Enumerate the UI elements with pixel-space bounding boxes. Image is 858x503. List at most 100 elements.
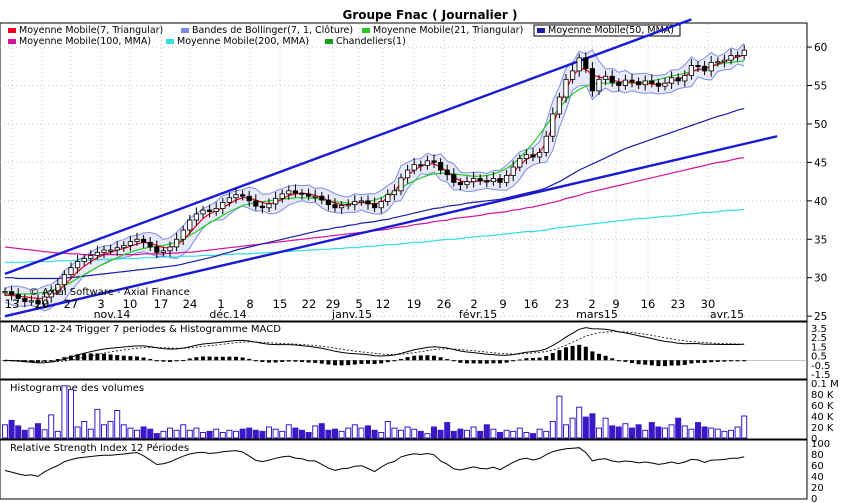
candle-body bbox=[2, 291, 8, 294]
x-day-label: 15 bbox=[273, 297, 288, 311]
legend-label: Bandes de Bollinger(7, 1, Clôture) bbox=[192, 25, 353, 36]
candlestick bbox=[576, 53, 582, 77]
macd-histogram-bar bbox=[108, 354, 113, 361]
candlestick bbox=[490, 172, 497, 186]
macd-histogram-bar bbox=[583, 346, 588, 361]
volume-bar bbox=[582, 416, 589, 439]
candlestick bbox=[682, 70, 688, 87]
legend: Moyenne Mobile(7, Triangular) Bandes de B… bbox=[8, 24, 681, 47]
volume-bar bbox=[615, 426, 622, 439]
lower-trend-line bbox=[4, 135, 778, 318]
candlestick bbox=[616, 78, 622, 92]
volume-bar bbox=[675, 417, 682, 439]
macd-histogram-bar bbox=[95, 353, 100, 361]
volume-bar bbox=[81, 421, 88, 439]
candle-body bbox=[583, 57, 589, 69]
candlestick bbox=[484, 175, 490, 188]
candle-body bbox=[431, 160, 437, 163]
candlestick bbox=[391, 184, 398, 201]
macd-histogram-bar bbox=[682, 360, 687, 365]
x-month-label: déc.14 bbox=[209, 308, 246, 321]
legend-label: Moyenne Mobile(100, MMA) bbox=[19, 36, 151, 47]
candle-body bbox=[325, 199, 332, 206]
x-day-label: 27 bbox=[64, 297, 79, 311]
candle-body bbox=[708, 62, 714, 72]
volume-bars: 0.1 M80 K60 K40 K20 K0 bbox=[2, 379, 839, 445]
x-day-label: 13 bbox=[5, 297, 20, 311]
price-tick-label: 50 bbox=[814, 119, 827, 131]
candlestick bbox=[721, 54, 728, 68]
macd-histogram-bar bbox=[234, 356, 238, 361]
macd-histogram-bar bbox=[438, 357, 443, 361]
macd-histogram-bar bbox=[517, 359, 522, 361]
candlestick bbox=[220, 198, 226, 215]
candlestick bbox=[147, 236, 153, 252]
rsi-pane[interactable] bbox=[0, 439, 808, 500]
candle-body bbox=[457, 181, 464, 186]
legend-label: Moyenne Mobile(7, Triangular) bbox=[19, 25, 163, 36]
volume-bar bbox=[503, 429, 510, 439]
candlestick bbox=[292, 184, 299, 198]
volume-bar bbox=[384, 421, 391, 439]
candlestick bbox=[510, 160, 516, 182]
volume-bar bbox=[378, 432, 385, 439]
candlestick bbox=[503, 170, 510, 187]
candle-body bbox=[81, 258, 87, 262]
rsi-tick-label: 0 bbox=[811, 494, 817, 503]
candle-body bbox=[127, 241, 133, 246]
chart-title: Groupe Fnac ( Journalier ) bbox=[342, 8, 517, 22]
volume-bar bbox=[655, 426, 662, 439]
candlestick bbox=[15, 288, 21, 303]
macd-histogram-bar bbox=[669, 360, 674, 366]
candle-body bbox=[220, 201, 226, 209]
candlestick bbox=[596, 75, 602, 96]
candle-body bbox=[286, 190, 292, 195]
candle-body bbox=[398, 177, 404, 192]
macd-histogram-bar bbox=[636, 360, 641, 365]
candlestick bbox=[385, 189, 391, 206]
candle-body bbox=[510, 166, 516, 176]
x-day-label: 19 bbox=[407, 297, 422, 311]
macd-histogram-bar bbox=[715, 360, 720, 362]
volume-bar bbox=[285, 424, 292, 439]
x-day-label: 16 bbox=[524, 297, 539, 311]
volume-bar bbox=[629, 427, 635, 439]
macd-histogram-bar bbox=[154, 360, 159, 362]
volume-bar bbox=[695, 422, 701, 439]
candlestick bbox=[477, 174, 483, 186]
price-tick-label: 40 bbox=[814, 196, 827, 208]
candle-body bbox=[154, 246, 160, 253]
macd-histogram-bar bbox=[432, 355, 436, 361]
candlestick bbox=[688, 58, 695, 80]
macd-histogram-bar bbox=[504, 360, 509, 363]
volume-bar bbox=[35, 423, 41, 439]
candlestick bbox=[497, 174, 503, 189]
macd-histogram-bar bbox=[729, 360, 733, 362]
macd-pane[interactable] bbox=[0, 321, 808, 380]
macd-histogram-bar bbox=[663, 360, 667, 367]
candlestick bbox=[457, 178, 464, 191]
candlestick bbox=[213, 201, 219, 216]
candlestick bbox=[530, 148, 536, 162]
macd-histogram-bar bbox=[55, 359, 60, 361]
rsi-tick-label: 100 bbox=[811, 439, 830, 450]
macd-histogram-bar bbox=[128, 356, 133, 361]
volume-bar bbox=[312, 425, 319, 439]
macd-histogram-bar bbox=[121, 355, 126, 361]
candle-body bbox=[662, 82, 668, 87]
volume-bar bbox=[332, 428, 338, 439]
candlestick bbox=[114, 241, 120, 256]
macd-histogram-bar bbox=[656, 360, 661, 367]
macd-histogram-bar bbox=[220, 356, 225, 361]
volume-bar bbox=[464, 429, 470, 439]
macd-histogram-bar bbox=[616, 360, 621, 362]
volume-bar bbox=[160, 430, 167, 439]
candle-body bbox=[715, 61, 721, 64]
candlestick bbox=[563, 73, 569, 103]
candle-body bbox=[378, 201, 384, 209]
volume-bar bbox=[569, 417, 576, 439]
candle-body bbox=[537, 151, 543, 158]
candlestick bbox=[622, 74, 629, 90]
macd-histogram-bar bbox=[478, 360, 483, 364]
volume-bar bbox=[497, 432, 503, 439]
